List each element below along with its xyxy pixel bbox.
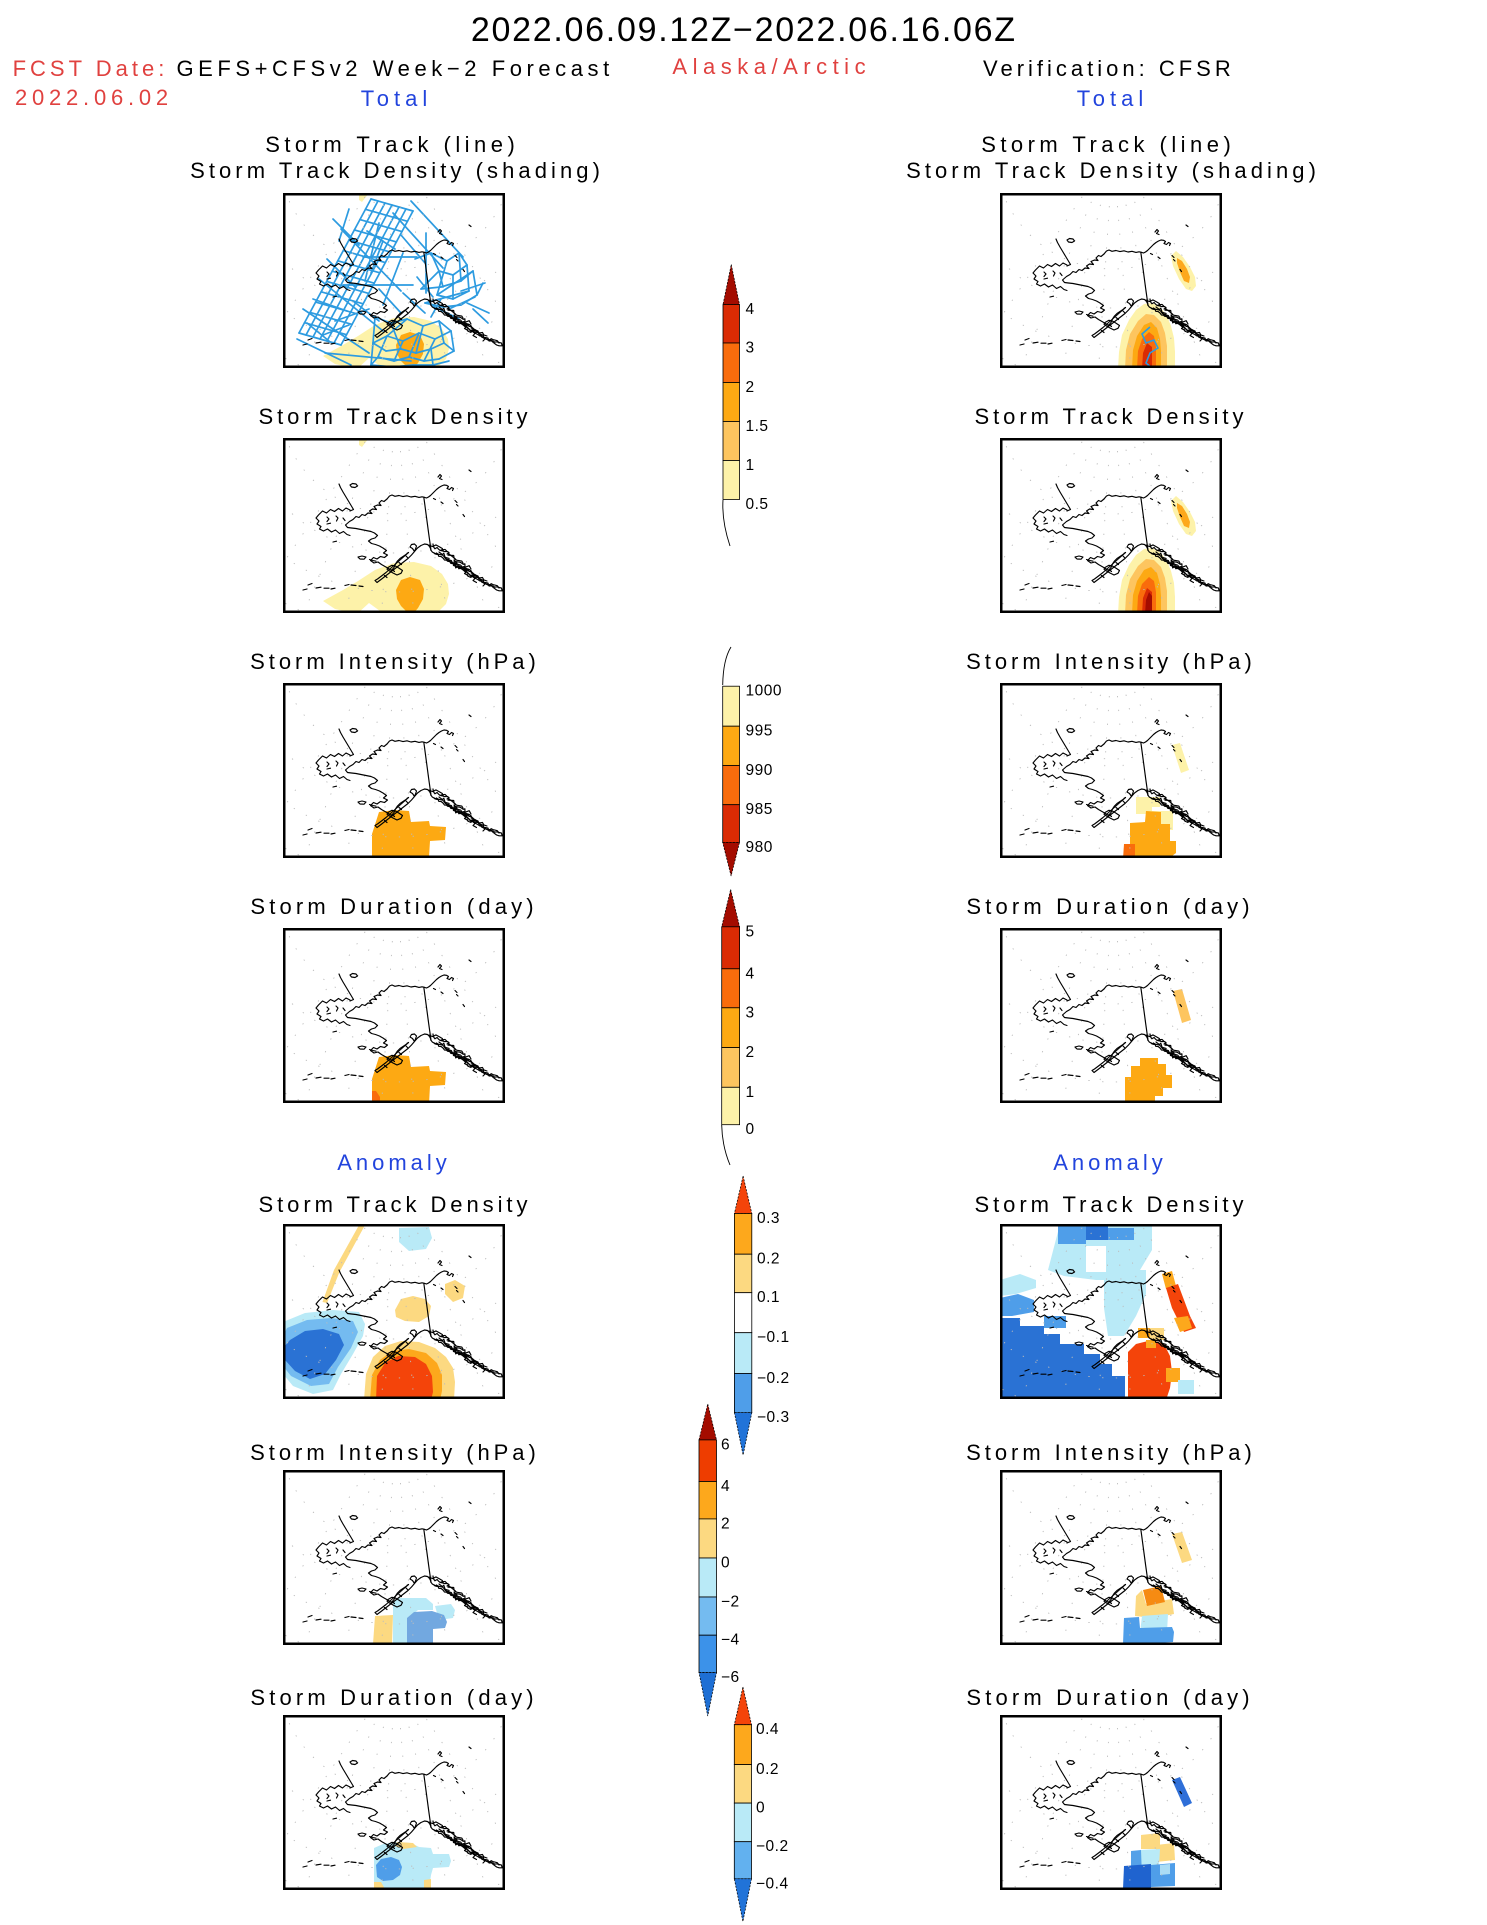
- svg-text:2: 2: [746, 1044, 755, 1061]
- svg-text:0.2: 0.2: [757, 1251, 780, 1268]
- svg-text:−6: −6: [721, 1669, 740, 1686]
- svg-text:5: 5: [746, 923, 755, 940]
- svg-text:1: 1: [746, 457, 755, 474]
- svg-text:3: 3: [746, 1004, 755, 1021]
- svg-text:3: 3: [746, 340, 755, 357]
- svg-text:0.1: 0.1: [757, 1289, 780, 1306]
- svg-text:0.2: 0.2: [756, 1761, 779, 1778]
- svg-text:980: 980: [746, 839, 773, 856]
- svg-text:0.5: 0.5: [746, 496, 769, 513]
- svg-text:1: 1: [746, 1084, 755, 1101]
- svg-text:1000: 1000: [746, 683, 782, 700]
- svg-text:−0.4: −0.4: [756, 1875, 789, 1892]
- svg-text:−4: −4: [721, 1632, 740, 1649]
- svg-text:1.5: 1.5: [746, 418, 769, 435]
- svg-text:0.4: 0.4: [756, 1721, 779, 1738]
- svg-text:−0.2: −0.2: [756, 1838, 789, 1855]
- svg-text:−0.3: −0.3: [757, 1409, 790, 1426]
- svg-text:0.3: 0.3: [757, 1210, 780, 1227]
- svg-text:4: 4: [746, 301, 755, 318]
- svg-text:995: 995: [746, 723, 773, 740]
- svg-text:4: 4: [721, 1478, 730, 1495]
- svg-text:0: 0: [756, 1800, 765, 1817]
- svg-text:−0.2: −0.2: [757, 1370, 790, 1387]
- svg-text:6: 6: [721, 1436, 730, 1453]
- svg-text:4: 4: [746, 965, 755, 982]
- svg-text:990: 990: [746, 762, 773, 779]
- svg-text:985: 985: [746, 801, 773, 818]
- svg-text:−2: −2: [721, 1594, 740, 1611]
- svg-text:−0.1: −0.1: [757, 1329, 790, 1346]
- svg-text:2: 2: [746, 379, 755, 396]
- svg-text:0: 0: [746, 1121, 755, 1138]
- svg-text:0: 0: [721, 1555, 730, 1572]
- svg-text:2: 2: [721, 1515, 730, 1532]
